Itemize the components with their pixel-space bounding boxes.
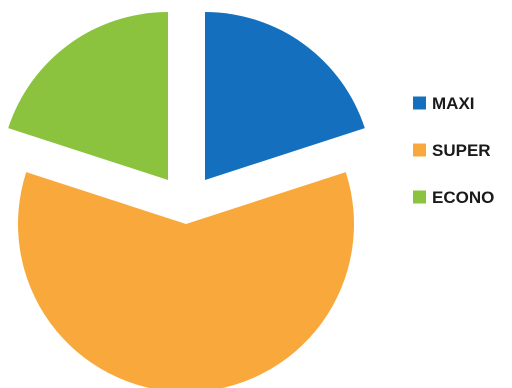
legend: MAXI SUPER ECONO <box>413 94 494 207</box>
legend-item-econo: ECONO <box>413 188 494 207</box>
legend-swatch-econo <box>413 190 426 204</box>
legend-label-maxi: MAXI <box>432 94 475 113</box>
legend-swatch-super <box>413 143 426 157</box>
legend-label-super: SUPER <box>432 141 491 160</box>
legend-item-maxi: MAXI <box>413 94 475 113</box>
legend-swatch-maxi <box>413 96 426 110</box>
pie-slice-maxi <box>205 12 365 180</box>
pie-slices <box>8 12 365 388</box>
legend-label-econo: ECONO <box>432 188 494 207</box>
pie-slice-econo <box>8 12 168 180</box>
legend-item-super: SUPER <box>413 141 491 160</box>
pie-slice-super <box>18 172 354 388</box>
